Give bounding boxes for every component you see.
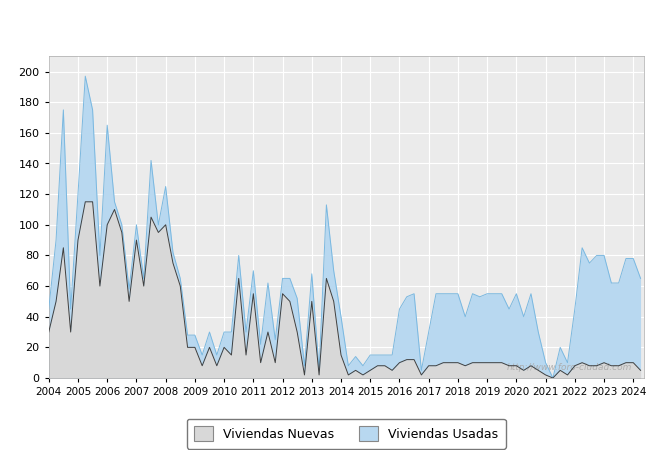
Text: http://www.foro-ciudad.com: http://www.foro-ciudad.com	[506, 363, 632, 372]
Legend: Viviendas Nuevas, Viviendas Usadas: Viviendas Nuevas, Viviendas Usadas	[187, 418, 506, 449]
Text: Totana - Evolucion del Nº de Transacciones Inmobiliarias: Totana - Evolucion del Nº de Transaccion…	[118, 16, 532, 31]
